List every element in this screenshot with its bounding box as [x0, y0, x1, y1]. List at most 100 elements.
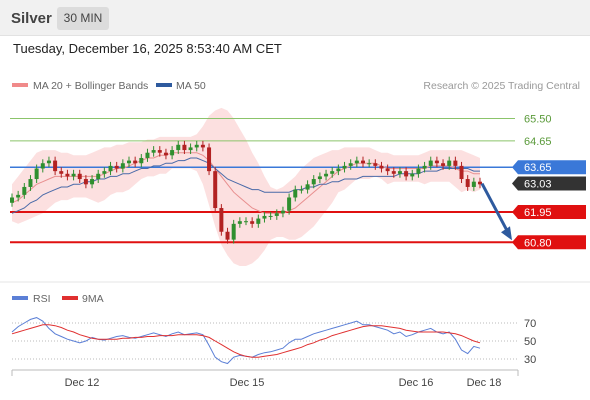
candle-body: [127, 160, 131, 164]
price-tag-label: 63.65: [524, 162, 552, 174]
candle-body: [471, 181, 476, 187]
price-tag-label: 61.95: [524, 207, 552, 219]
candle-body: [77, 173, 82, 180]
candle-body: [268, 215, 273, 217]
candle-body: [465, 179, 470, 187]
x-axis: Dec 12 Dec 15 Dec 16 Dec 18: [11, 369, 519, 389]
candle-body: [287, 197, 292, 211]
level-label-65.50: 65.50: [524, 113, 552, 125]
chart-legend: MA 20 + Bollinger Bands MA 50 Research ©…: [12, 80, 580, 92]
price-tag-label: 63.03: [524, 179, 552, 191]
rsi-pane: [11, 317, 518, 365]
research-credit: Research © 2025 Trading Central: [423, 80, 580, 92]
symbol-title: Silver: [11, 10, 52, 27]
interval-button[interactable]: 30 MIN: [57, 7, 109, 30]
candle-body: [434, 160, 439, 164]
candle-body: [428, 160, 433, 166]
candle-body: [256, 218, 261, 224]
candle-body: [194, 144, 199, 148]
candle-body: [16, 194, 21, 198]
candle-body: [83, 179, 88, 185]
candle-body: [293, 189, 298, 198]
rsi-tick-70: 70: [524, 318, 536, 330]
candle-body: [207, 147, 212, 172]
x-label-dec16: Dec 16: [399, 377, 434, 389]
candle-body: [324, 173, 329, 177]
candle-body: [330, 171, 335, 174]
candle-body: [120, 163, 125, 169]
ma50-line: [11, 157, 480, 214]
candle-body: [373, 163, 378, 166]
price-tag-60.80: 60.80: [512, 235, 586, 250]
candle-body: [46, 160, 51, 164]
ma9-legend-swatch: [62, 296, 78, 300]
candle-body: [10, 197, 14, 203]
candle-body: [163, 152, 168, 156]
candle-body: [219, 208, 224, 232]
candle-body: [157, 150, 162, 153]
rsi-axis: 70 50 30: [524, 318, 536, 366]
candle-body: [478, 181, 482, 185]
price-tag-label: 60.80: [524, 237, 552, 249]
candle-body: [139, 157, 144, 164]
price-tag-61.95: 61.95: [512, 204, 586, 219]
x-label-dec12: Dec 12: [65, 377, 100, 389]
candle-body: [459, 165, 464, 180]
candle-body: [453, 160, 458, 166]
candle-body: [317, 176, 322, 180]
ma20-legend-swatch: [12, 83, 28, 87]
candle-body: [244, 221, 248, 223]
candle-body: [336, 168, 341, 172]
candle-body: [176, 144, 181, 151]
forecast-arrow-head: [501, 226, 512, 241]
ma50-legend-label: MA 50: [176, 80, 206, 92]
candle-body: [108, 165, 113, 172]
candle-body: [96, 173, 101, 180]
candle-body: [422, 165, 427, 169]
price-tag-63.03: 63.03: [512, 176, 586, 191]
price-tag-background: [512, 235, 586, 250]
candle-body: [213, 171, 218, 209]
candle-body: [361, 160, 365, 164]
candle-body: [447, 160, 452, 166]
candle-body: [90, 179, 95, 185]
candle-body: [170, 150, 175, 156]
candle-body: [182, 144, 187, 151]
9ma-line: [11, 324, 481, 358]
candle-body: [262, 215, 267, 219]
rsi-legend: RSI 9MA: [12, 293, 104, 305]
candle-body: [354, 160, 359, 164]
candle-body: [151, 150, 156, 153]
candle-body: [59, 171, 64, 174]
price-tag-background: [512, 160, 586, 175]
candle-body: [305, 184, 310, 190]
rsi-legend-label: RSI: [33, 293, 51, 305]
rsi-tick-30: 30: [524, 354, 536, 366]
candle-body: [145, 152, 150, 158]
candle-body: [40, 163, 45, 169]
ma20-legend-label: MA 20 + Bollinger Bands: [33, 80, 148, 92]
candle-body: [102, 171, 107, 174]
chart-datetime: Tuesday, December 16, 2025 8:53:40 AM CE…: [13, 41, 282, 56]
candle-body: [28, 179, 33, 187]
price-pane: 65.50 64.65 63.65 63.03 61.95 60.80: [10, 107, 586, 267]
ma50-legend-swatch: [156, 83, 172, 87]
candle-body: [367, 163, 372, 165]
price-chart-svg: MA 20 + Bollinger Bands MA 50 Research ©…: [0, 80, 590, 389]
candle-body: [410, 173, 415, 177]
candle-body: [133, 160, 138, 164]
candle-body: [114, 165, 119, 169]
candle-body: [22, 186, 27, 195]
rsi-legend-swatch: [12, 296, 28, 300]
price-tag-63.65: 63.65: [512, 160, 586, 175]
level-label-64.65: 64.65: [524, 136, 552, 148]
candle-body: [237, 221, 242, 224]
ma9-legend-label: 9MA: [82, 293, 104, 305]
candle-body: [250, 221, 255, 224]
candle-body: [200, 144, 205, 148]
x-label-dec18: Dec 18: [467, 377, 502, 389]
candle-body: [53, 160, 58, 172]
candle-body: [274, 213, 279, 216]
candle-body: [404, 171, 409, 177]
candle-body: [385, 168, 390, 172]
